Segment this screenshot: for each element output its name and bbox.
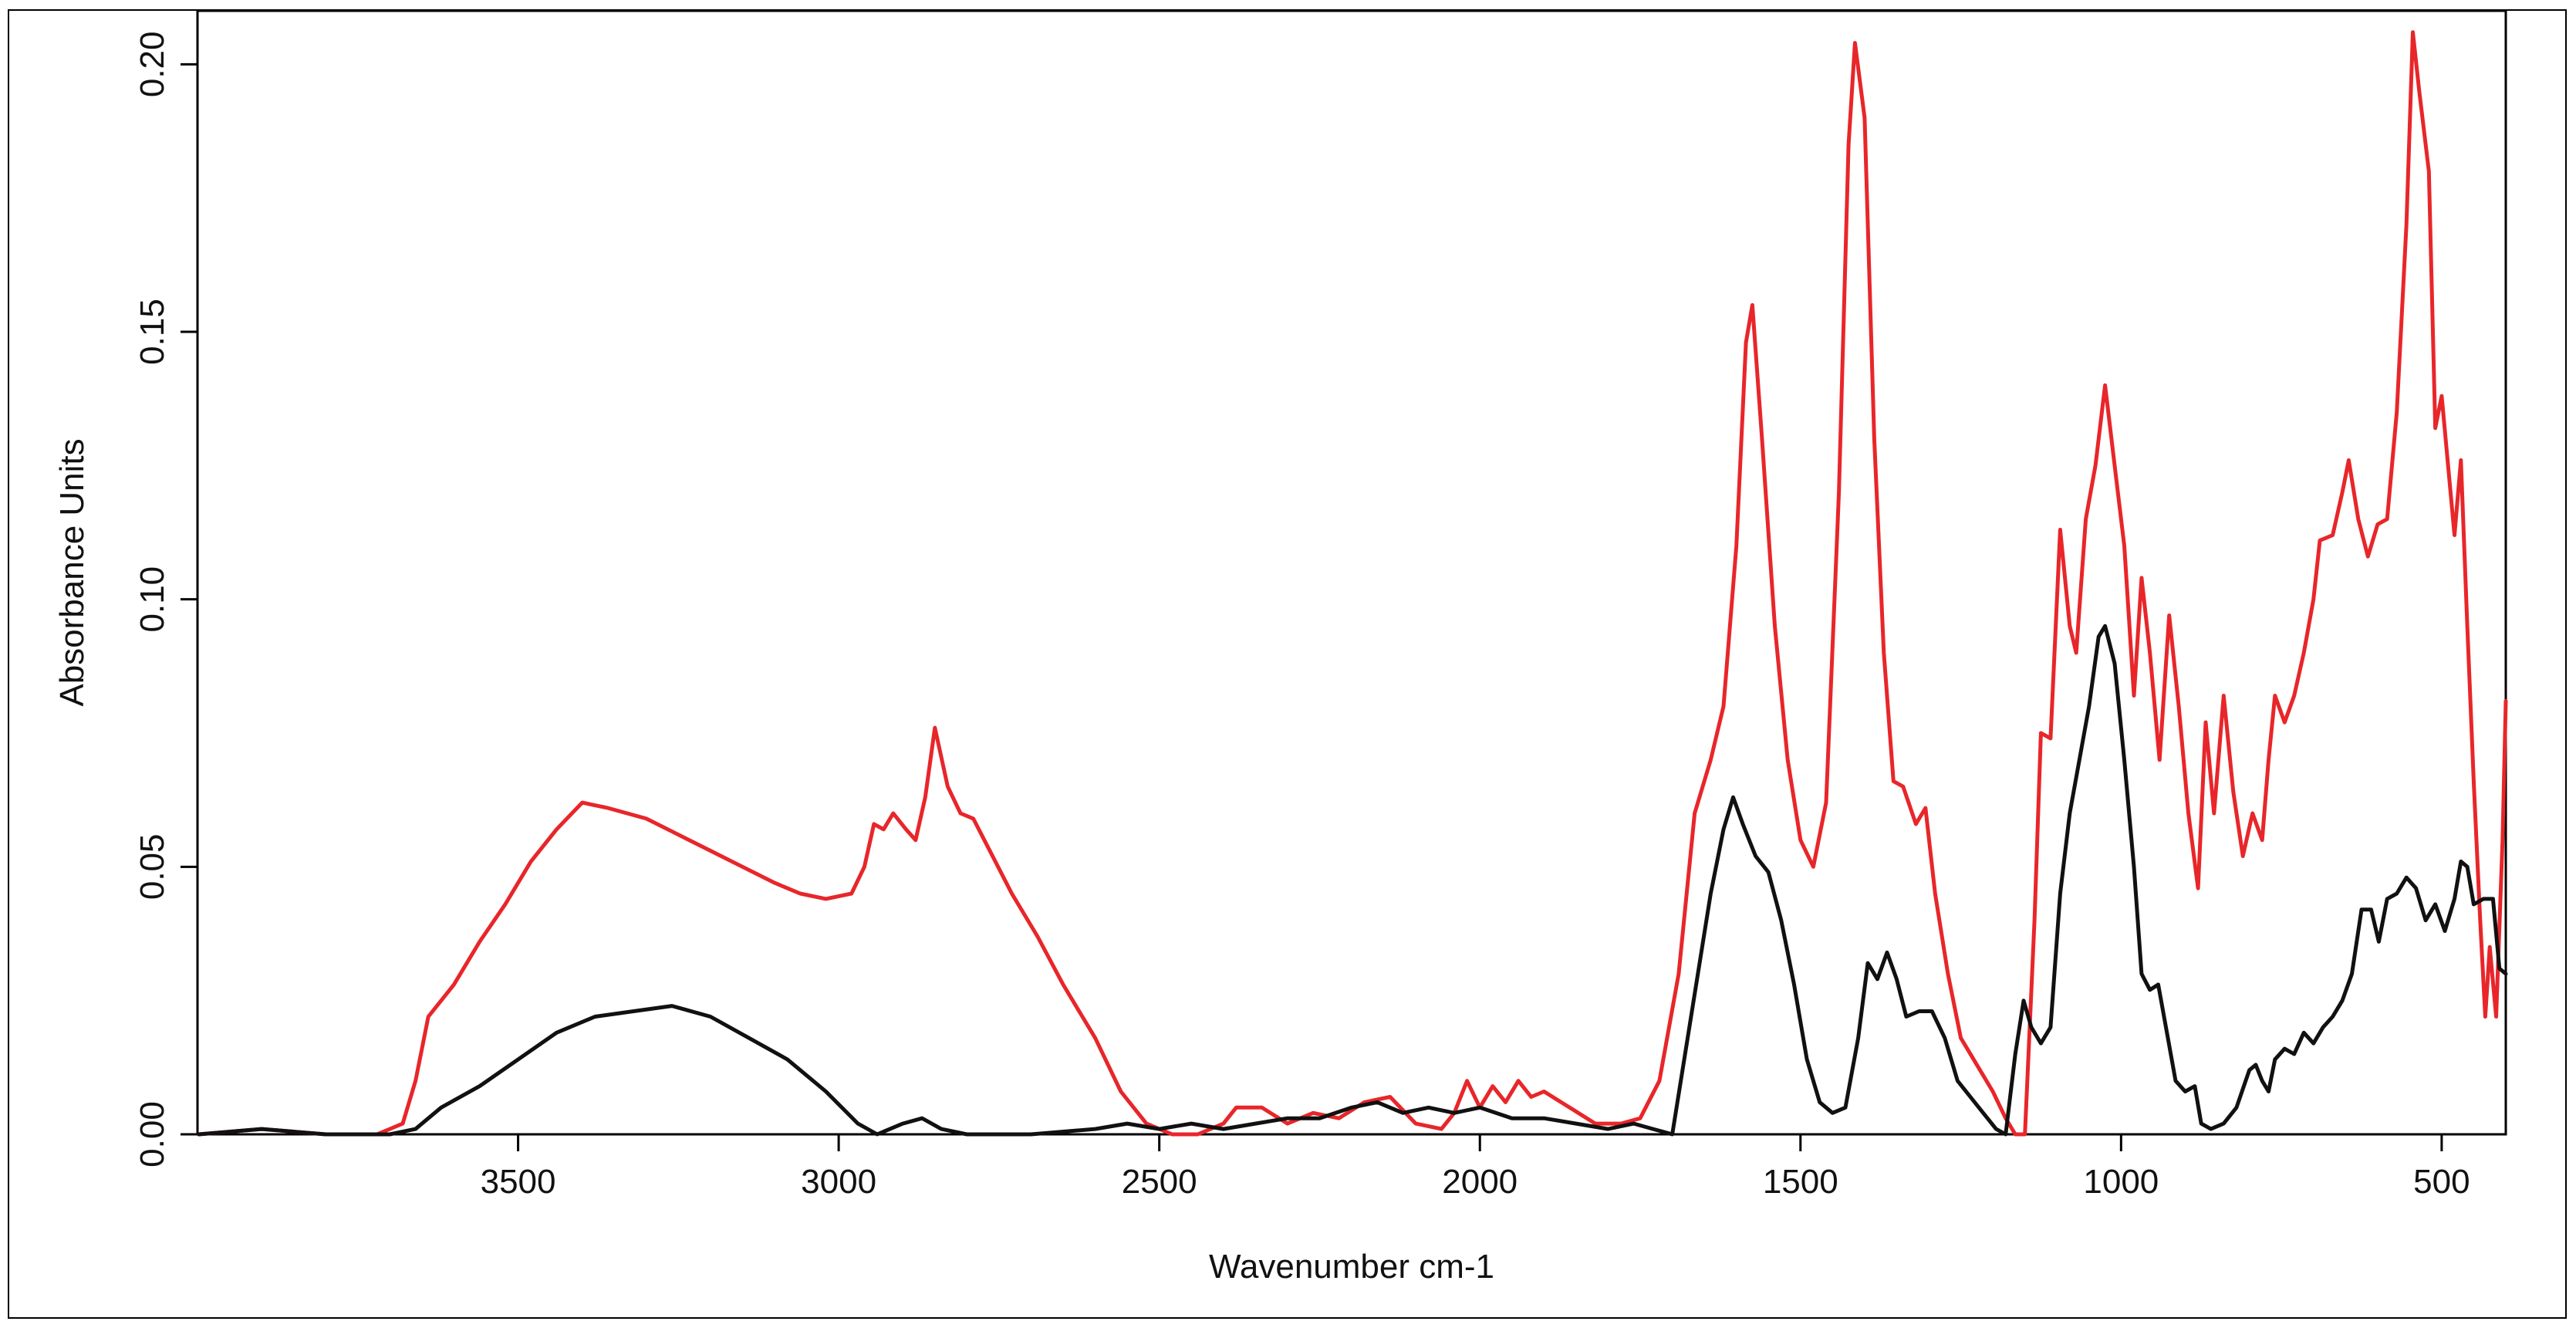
y-tick-label: 0.00 [133, 1101, 171, 1167]
x-tick-label: 500 [2413, 1163, 2470, 1201]
y-axis-title: Absorbance Units [53, 438, 91, 706]
x-tick-label: 1000 [2083, 1163, 2159, 1201]
x-tick-label: 3000 [801, 1163, 876, 1201]
x-axis: 3500 3000 2500 2000 1500 1000 500 [481, 1134, 2470, 1201]
figure-frame: 3500 3000 2500 2000 1500 1000 500 0.00 0.05 0.10… [8, 9, 2567, 1319]
x-tick-label: 3500 [481, 1163, 556, 1201]
plot-area-border [196, 11, 2507, 1136]
y-axis: 0.00 0.05 0.10 0.15 0.20 [133, 32, 198, 1167]
x-tick-label: 1500 [1763, 1163, 1838, 1201]
spectrum-chart: 3500 3000 2500 2000 1500 1000 500 0.00 0.05 0.10… [53, 11, 2508, 1286]
x-tick-label: 2000 [1442, 1163, 1518, 1201]
y-tick-label: 0.20 [133, 32, 171, 98]
x-axis-title: Wavenumber cm-1 [1209, 1248, 1494, 1286]
y-tick-label: 0.05 [133, 834, 171, 901]
y-tick-label: 0.15 [133, 299, 171, 365]
series-layer [197, 30, 2508, 1137]
series-line-red [197, 30, 2508, 1137]
x-tick-label: 2500 [1122, 1163, 1197, 1201]
series-line-black [197, 623, 2508, 1137]
y-tick-label: 0.10 [133, 566, 171, 633]
